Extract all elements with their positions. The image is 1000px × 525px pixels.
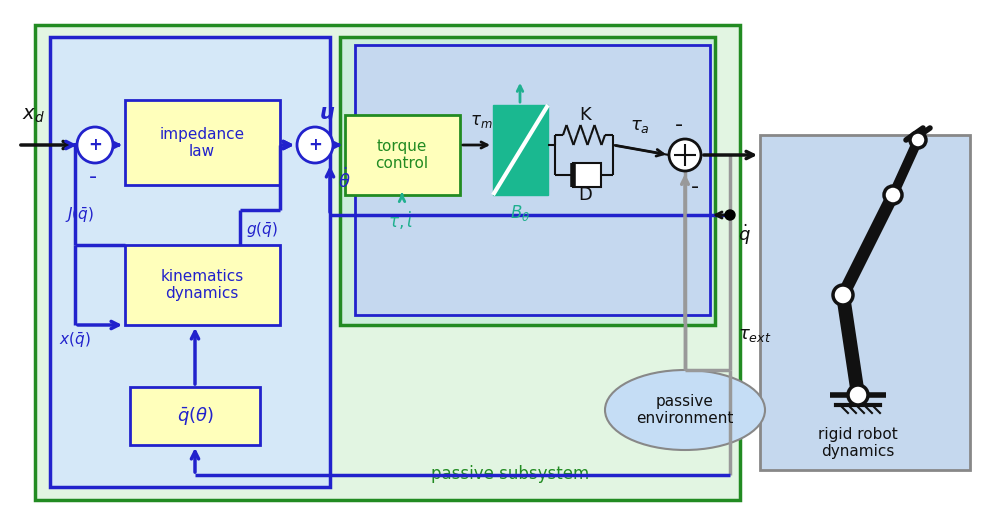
FancyBboxPatch shape	[345, 115, 460, 195]
FancyBboxPatch shape	[340, 37, 715, 325]
Text: -: -	[675, 115, 683, 135]
Text: $\bar{q}(\theta)$: $\bar{q}(\theta)$	[177, 405, 213, 427]
Circle shape	[297, 127, 333, 163]
Text: $J(\bar{q})$: $J(\bar{q})$	[65, 205, 95, 225]
Circle shape	[910, 132, 926, 148]
Text: $g(\bar{q})$: $g(\bar{q})$	[246, 220, 278, 239]
Text: kinematics
dynamics: kinematics dynamics	[160, 269, 244, 301]
Circle shape	[884, 186, 902, 204]
Circle shape	[77, 127, 113, 163]
Circle shape	[725, 210, 735, 220]
FancyBboxPatch shape	[493, 105, 548, 195]
Text: $\tau_m$: $\tau_m$	[470, 112, 493, 130]
Text: K: K	[579, 106, 591, 124]
Circle shape	[669, 139, 701, 171]
Text: -: -	[691, 177, 699, 197]
Text: $B_\theta$: $B_\theta$	[510, 203, 530, 223]
Text: $x(\bar{q})$: $x(\bar{q})$	[59, 330, 91, 350]
Text: $\tau_a$: $\tau_a$	[630, 117, 650, 135]
Text: $\tau_{ext}$: $\tau_{ext}$	[738, 326, 771, 344]
Text: +: +	[88, 136, 102, 154]
FancyBboxPatch shape	[50, 37, 330, 487]
Text: rigid robot
dynamics: rigid robot dynamics	[818, 427, 898, 459]
FancyBboxPatch shape	[125, 245, 280, 325]
FancyBboxPatch shape	[573, 163, 601, 187]
Text: passive
environment: passive environment	[636, 394, 734, 426]
FancyBboxPatch shape	[35, 25, 740, 500]
Text: +: +	[308, 136, 322, 154]
FancyBboxPatch shape	[130, 387, 260, 445]
Text: $\dot{q}$: $\dot{q}$	[738, 223, 751, 247]
Circle shape	[833, 285, 853, 305]
Text: -: -	[89, 167, 97, 187]
Text: $\tau,\dot{\iota}$: $\tau,\dot{\iota}$	[388, 210, 412, 232]
Text: $x_d$: $x_d$	[22, 106, 45, 125]
Text: impedance
law: impedance law	[159, 127, 245, 159]
FancyBboxPatch shape	[760, 135, 970, 470]
Text: D: D	[578, 186, 592, 204]
Circle shape	[848, 385, 868, 405]
Text: torque
control: torque control	[375, 139, 429, 171]
Text: passive subsystem: passive subsystem	[431, 465, 589, 483]
Text: u: u	[320, 103, 335, 123]
Text: $\dot{\theta}$: $\dot{\theta}$	[338, 168, 351, 192]
FancyBboxPatch shape	[355, 45, 710, 315]
FancyBboxPatch shape	[125, 100, 280, 185]
Ellipse shape	[605, 370, 765, 450]
